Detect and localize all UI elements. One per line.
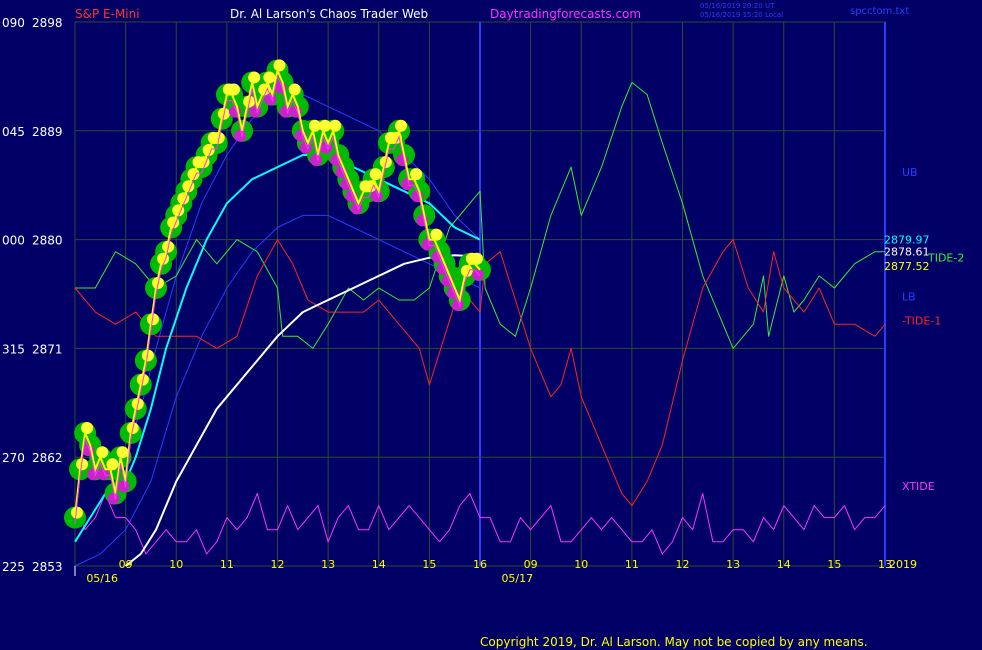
price-dot-down	[472, 268, 484, 281]
y-tick-price: 2871	[32, 342, 63, 356]
series-label: LB	[902, 290, 916, 303]
price-dot-down	[299, 141, 312, 154]
x-tick-label: 09	[119, 558, 133, 571]
price-dot-down	[279, 105, 292, 118]
series-line-white-line	[124, 254, 481, 567]
price-dot-up	[329, 119, 342, 132]
data-file-name: spcctom.txt	[850, 6, 909, 17]
date-label: 05/16	[86, 572, 118, 585]
x-tick-label: 12	[676, 558, 690, 571]
price-dot-down	[87, 468, 100, 481]
site-title: Dr. Al Larson's Chaos Trader Web	[230, 7, 428, 21]
price-dot-down	[249, 105, 262, 118]
right-value-label: 2877.52	[884, 260, 930, 273]
y-tick-osc: 225	[2, 560, 25, 574]
price-dot-down	[234, 129, 247, 142]
y-tick-price: 2862	[32, 451, 63, 465]
x-tick-label: 09	[524, 558, 538, 571]
x-tick-label: 16	[473, 558, 487, 571]
series-label: XTIDE	[902, 480, 935, 493]
price-dot-down	[350, 202, 363, 215]
year-label: 2019	[889, 558, 917, 571]
x-tick-label: 13	[726, 558, 740, 571]
y-tick-osc: 270	[2, 451, 25, 465]
price-dot-down	[97, 468, 110, 481]
series-label: TIDE-2	[927, 252, 964, 265]
price-dot-up	[227, 83, 240, 96]
price-dot-up	[273, 59, 286, 72]
price-dot-down	[310, 153, 322, 166]
price-dot-up	[430, 228, 443, 241]
series-label: -TIDE-1	[902, 315, 941, 328]
price-dot-up	[81, 422, 94, 435]
price-dot-up	[248, 71, 261, 84]
price-inner-line	[74, 74, 481, 524]
x-tick-label: 13	[321, 558, 335, 571]
x-tick-label: 13	[878, 558, 892, 571]
series-line-xtide	[74, 493, 886, 555]
timestamp-ut: 05/16/2019 20:20 UT	[700, 2, 775, 10]
x-tick-label: 14	[372, 558, 386, 571]
site-link[interactable]: Daytradingforecasts.com	[490, 7, 641, 21]
price-dot-down	[107, 492, 120, 505]
series-line--tide-1	[74, 239, 886, 507]
right-value-label: 2878.61	[884, 246, 930, 259]
price-series	[74, 67, 481, 524]
chart-labels: 090 2898 045 2889 000 2880 315 2871 270 2862 225 28…	[2, 16, 964, 585]
price-dot-down	[117, 480, 130, 493]
series-label: UB	[902, 166, 918, 179]
x-tick-label: 11	[625, 558, 639, 571]
price-dot-up	[369, 168, 382, 181]
price-dot-up	[288, 83, 301, 96]
series-line-lower-blue	[74, 214, 481, 567]
copyright-notice: Copyright 2019, Dr. Al Larson. May not b…	[480, 635, 868, 649]
x-tick-label: 11	[220, 558, 234, 571]
y-tick-price: 2889	[32, 125, 63, 139]
price-dot-up	[395, 119, 407, 132]
x-tick-label: 12	[271, 558, 285, 571]
y-tick-price: 2880	[32, 234, 63, 248]
price-dot-down	[401, 178, 414, 191]
y-tick-osc: 045	[2, 125, 25, 139]
y-tick-price: 2853	[32, 560, 63, 574]
x-tick-label: 10	[169, 558, 183, 571]
timestamp-local: 05/16/2019 15:20 Local	[700, 11, 783, 19]
price-dot-up	[470, 252, 483, 265]
price-line	[74, 67, 481, 518]
x-tick-label: 15	[422, 558, 436, 571]
date-label: 05/17	[501, 572, 533, 585]
chart-title: S&P E-Mini	[75, 7, 140, 21]
price-dot-up	[71, 506, 83, 519]
price-dot-up	[116, 446, 129, 459]
y-tick-price: 2898	[32, 16, 63, 30]
price-dot-up	[263, 71, 276, 84]
x-tick-label: 15	[827, 558, 841, 571]
price-dot-up	[308, 119, 321, 132]
y-tick-osc: 315	[2, 342, 25, 356]
price-dot-up	[410, 168, 423, 181]
y-tick-osc: 000	[2, 234, 25, 248]
price-dot-up	[96, 446, 109, 459]
price-dot-down	[320, 141, 333, 154]
price-dot-up	[106, 458, 119, 471]
right-value-label: 2879.97	[884, 234, 930, 247]
series-line-tide-2	[75, 81, 885, 349]
price-dot-up	[319, 119, 332, 132]
y-tick-osc: 090	[2, 16, 25, 30]
x-tick-label: 10	[574, 558, 588, 571]
x-tick-label: 14	[777, 558, 791, 571]
price-dot-down	[421, 238, 434, 251]
